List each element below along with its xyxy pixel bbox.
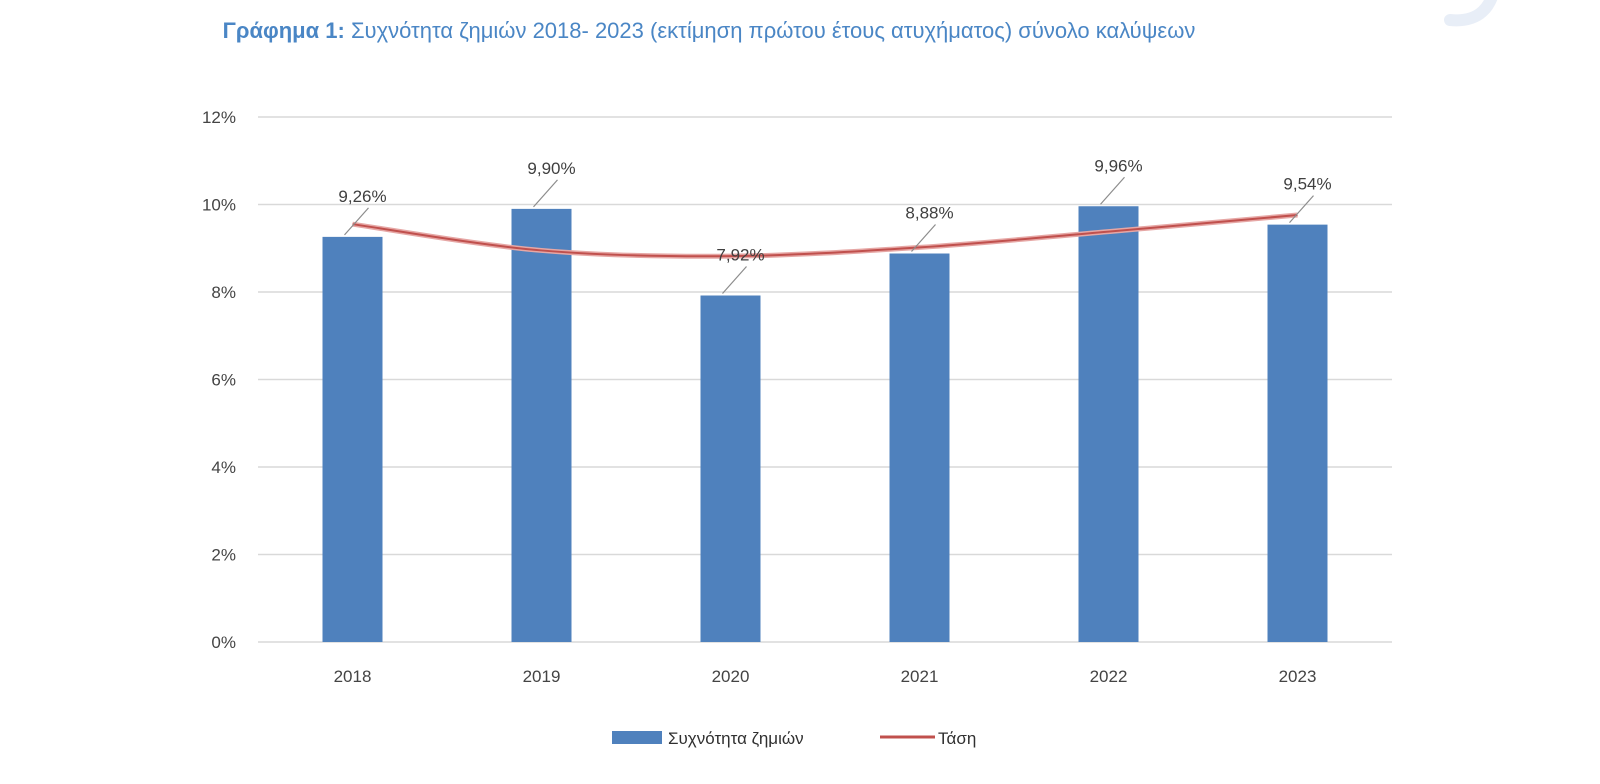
data-label-leader — [344, 207, 369, 236]
data-label-leader — [722, 266, 747, 294]
decorative-arc — [1444, 0, 1498, 27]
data-label: 9,96% — [1094, 156, 1142, 175]
data-label: 9,26% — [338, 187, 386, 206]
y-tick-label: 0% — [211, 633, 236, 652]
gridlines — [258, 116, 1392, 643]
data-label: 7,92% — [716, 246, 764, 265]
trend-line — [352, 214, 1298, 258]
x-tick-label: 2019 — [523, 667, 561, 686]
legend-swatch-bars — [612, 731, 662, 744]
y-tick-label: 12% — [202, 108, 236, 127]
bar — [889, 253, 950, 642]
data-label-leader — [1289, 195, 1314, 224]
label-leaders — [344, 176, 1314, 294]
bar — [700, 295, 761, 642]
chart-title-text: Συχνότητα ζημιών 2018- 2023 (εκτίμηση πρ… — [344, 18, 1196, 43]
data-label-leader — [911, 224, 936, 252]
y-tick-label: 4% — [211, 458, 236, 477]
x-tick-label: 2020 — [712, 667, 750, 686]
legend: Συχνότητα ζημιών Τάση — [612, 729, 976, 748]
bars — [322, 206, 1328, 642]
y-tick-label: 8% — [211, 283, 236, 302]
trend-line-halo — [352, 212, 1298, 259]
data-label: 8,88% — [905, 204, 953, 223]
y-tick-label: 10% — [202, 196, 236, 215]
trend-line-layer — [352, 212, 1298, 259]
chart-title-prefix: Γράφημα 1: — [222, 18, 345, 43]
bar — [511, 208, 572, 642]
chart-title: Γράφημα 1: Συχνότητα ζημιών 2018- 2023 (… — [0, 18, 1418, 44]
data-label-leader — [1100, 176, 1125, 205]
data-labels: 9,26% 9,90% 7,92% 8,88% 9,96% 9,54% — [338, 156, 1331, 264]
x-axis-ticks: 2018 2019 2020 2021 2022 2023 — [334, 667, 1317, 686]
legend-label-bars: Συχνότητα ζημιών — [668, 729, 804, 748]
x-tick-label: 2022 — [1090, 667, 1128, 686]
y-tick-label: 2% — [211, 546, 236, 565]
data-label: 9,90% — [527, 159, 575, 178]
bar — [1267, 224, 1328, 642]
x-tick-label: 2021 — [901, 667, 939, 686]
y-tick-label: 6% — [211, 371, 236, 390]
y-axis-ticks: 0% 2% 4% 6% 8% 10% 12% — [202, 108, 236, 652]
bar — [1078, 206, 1139, 642]
x-tick-label: 2023 — [1279, 667, 1317, 686]
legend-label-trend: Τάση — [938, 729, 976, 748]
data-label-leader — [533, 179, 558, 208]
data-label: 9,54% — [1283, 175, 1331, 194]
bar — [322, 236, 383, 642]
x-tick-label: 2018 — [334, 667, 372, 686]
